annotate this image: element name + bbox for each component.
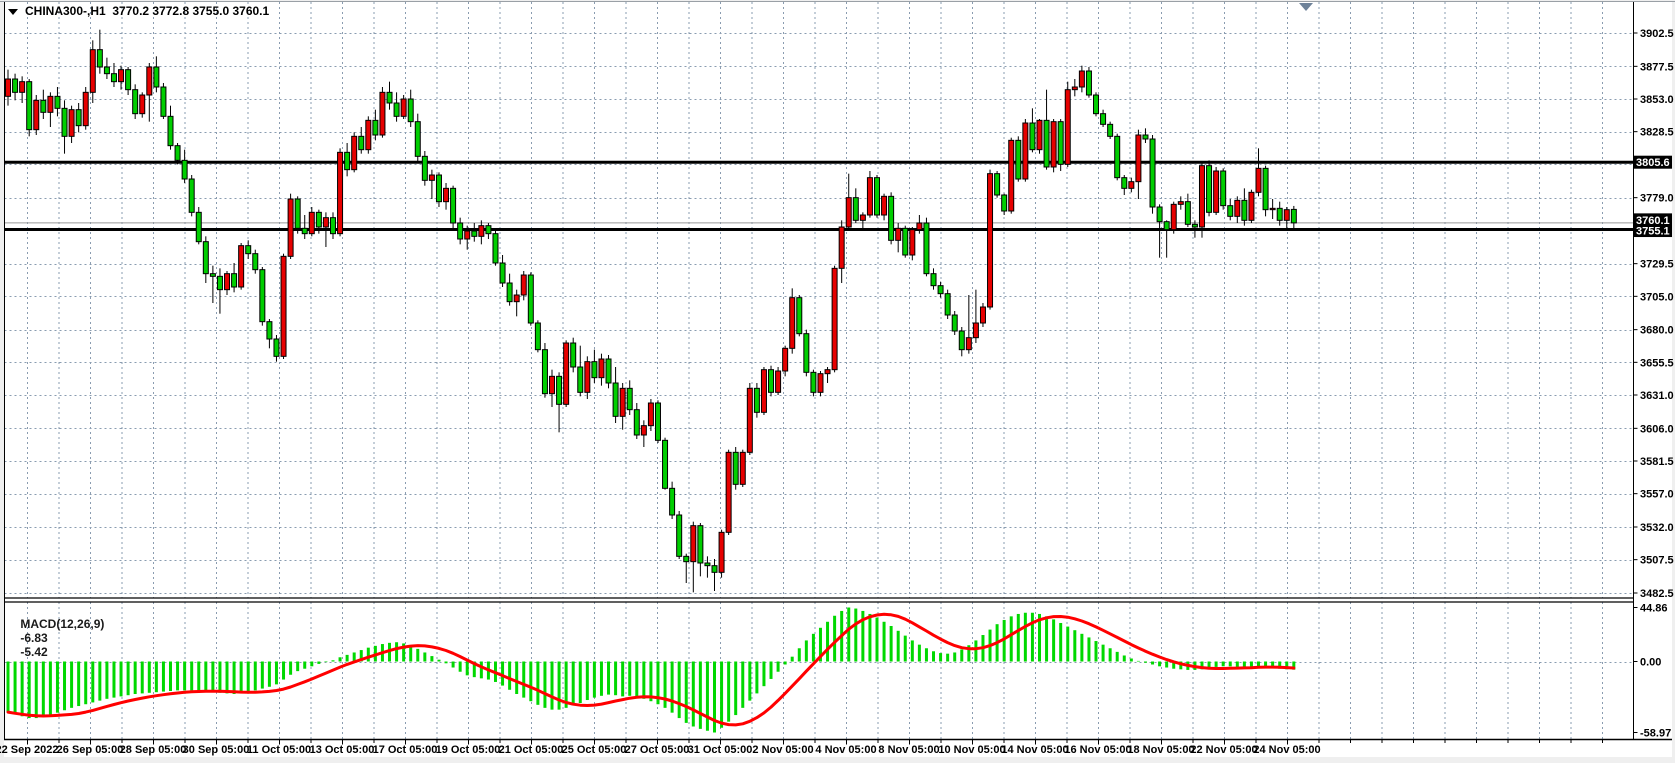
time-axis-label: 14 Nov 05:00 (1001, 744, 1068, 756)
time-axis-label: 10 Nov 05:00 (938, 744, 1005, 756)
price-axis-label: 3557.0 (1640, 489, 1674, 501)
time-axis-label: 22 Nov 05:00 (1190, 744, 1257, 756)
price-axis-label: 3853.0 (1640, 94, 1674, 106)
chart-shift-marker-icon[interactable] (1299, 3, 1313, 11)
time-axis-label: 2 Nov 05:00 (752, 744, 813, 756)
symbol-dropdown-icon[interactable] (8, 9, 18, 15)
plot-bg (4, 2, 1633, 739)
price-axis-label: 3680.0 (1640, 325, 1674, 337)
time-axis-label: 4 Nov 05:00 (815, 744, 876, 756)
price-axis-label: 3828.5 (1640, 127, 1674, 139)
time-axis-label: 13 Oct 05:00 (310, 744, 375, 756)
price-axis-label: 3581.5 (1640, 456, 1674, 468)
time-axis-label: 30 Sep 05:00 (183, 744, 250, 756)
time-axis-label: 18 Nov 05:00 (1127, 744, 1194, 756)
time-axis-label: 24 Nov 05:00 (1253, 744, 1320, 756)
macd-indicator-label: MACD(12,26,9) -6.83 -5.42 (7, 603, 108, 673)
time-axis-label: 25 Oct 05:00 (562, 744, 627, 756)
price-axis-label: 3902.5 (1640, 28, 1674, 40)
time-axis-label: 31 Oct 05:00 (688, 744, 753, 756)
symbol-period-label: CHINA300-,H1 (25, 4, 106, 18)
time-axis-label: 22 Sep 2022 (0, 744, 59, 756)
time-axis-label: 16 Nov 05:00 (1064, 744, 1131, 756)
price-axis-label: 3705.0 (1640, 291, 1674, 303)
chart-frame (0, 1, 1675, 741)
ohlc-values: 3770.2 3772.8 3755.0 3760.1 (112, 4, 270, 18)
price-scale[interactable]: 3902.5 3877.5 3853.0 3828.5 3779.0 3729.5 3705… (1633, 28, 1674, 739)
time-axis-label: 28 Sep 05:00 (120, 744, 187, 756)
time-axis-label: 17 Oct 05:00 (373, 744, 438, 756)
time-axis-label: 8 Nov 05:00 (878, 744, 939, 756)
chart-title: CHINA300-,H1 3770.2 3772.8 3755.0 3760.1 (6, 4, 269, 18)
hline-price-tag: 3755.1 (1634, 224, 1672, 238)
price-axis-label: 3779.0 (1640, 193, 1674, 205)
svg-text:3760.1: 3760.1 (1636, 215, 1670, 227)
macd-signal-line (6, 612, 1296, 727)
title-spacer (106, 4, 113, 18)
macd-axis-label: 0.00 (1640, 657, 1661, 669)
time-axis-label: 11 Oct 05:00 (247, 744, 311, 756)
current-price-tag: 3760.1 (1634, 213, 1672, 227)
price-axis-label: 3877.5 (1640, 61, 1674, 73)
price-axis-label: 3532.0 (1640, 522, 1674, 534)
panel-separator[interactable] (4, 597, 1633, 603)
svg-text:3805.6: 3805.6 (1636, 157, 1670, 169)
time-scale-bg[interactable] (4, 739, 1633, 757)
time-axis-label: 26 Sep 05:00 (57, 744, 124, 756)
price-axis-label: 3655.5 (1640, 357, 1674, 369)
time-axis-label: 21 Oct 05:00 (499, 744, 564, 756)
price-axis-label: 3631.0 (1640, 390, 1674, 402)
time-axis-label: 19 Oct 05:00 (436, 744, 501, 756)
price-axis-label: 3606.0 (1640, 423, 1674, 435)
price-scale-bg[interactable] (1633, 2, 1672, 757)
macd-spacer2 (48, 631, 51, 645)
price-axis-label: 3729.5 (1640, 259, 1674, 271)
macd-main-value: -6.83 (20, 631, 48, 645)
macd-histogram (6, 607, 1296, 733)
macd-spacer (104, 617, 107, 631)
hline-price-tag: 3805.6 (1634, 155, 1672, 169)
macd-axis-label: -58.97 (1640, 727, 1671, 739)
price-axis-label: 3482.5 (1640, 588, 1674, 600)
time-axis-label: 27 Oct 05:00 (625, 744, 690, 756)
macd-name: MACD(12,26,9) (20, 617, 105, 631)
macd-signal-value: -5.42 (20, 645, 48, 659)
macd-axis-label: 44.86 (1640, 602, 1668, 614)
candlestick-series (5, 29, 1297, 593)
price-axis-label: 3507.5 (1640, 555, 1674, 567)
svg-text:3755.1: 3755.1 (1636, 226, 1670, 238)
